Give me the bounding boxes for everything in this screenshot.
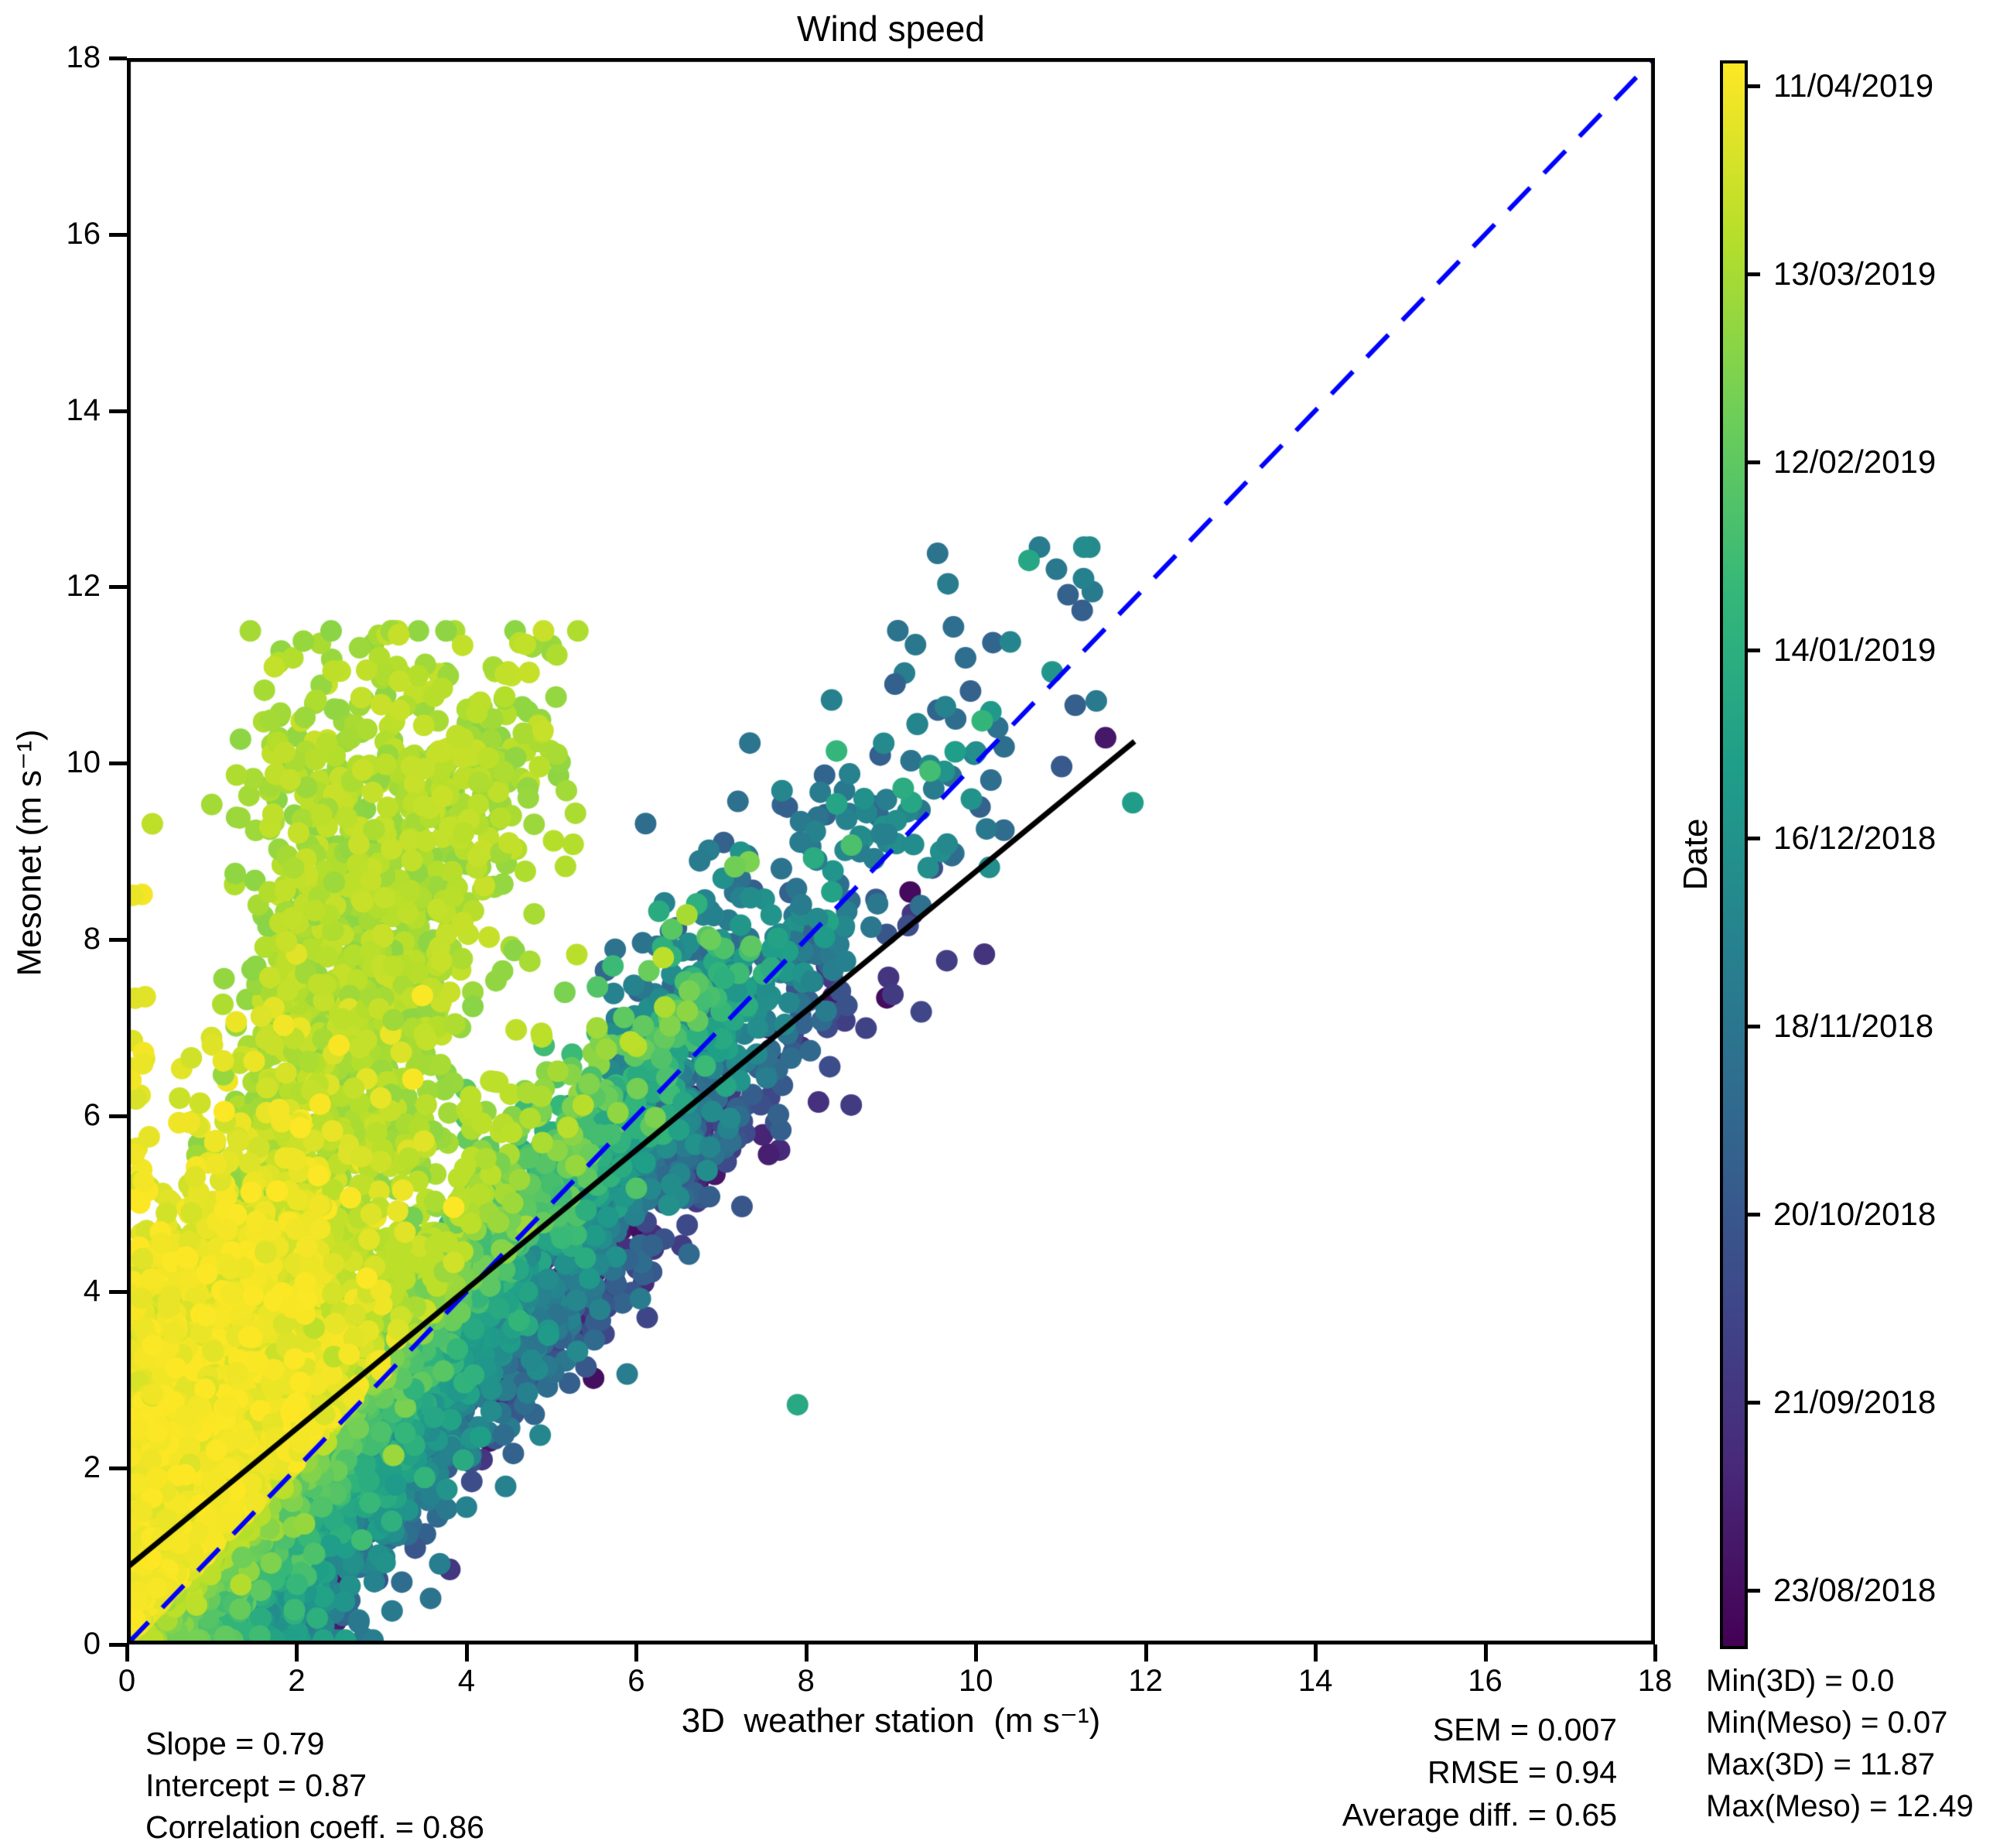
colorbar-tick-label: 21/09/2018 xyxy=(1773,1383,1937,1420)
colorbar-tick-label: 16/12/2018 xyxy=(1773,819,1937,856)
colorbar-label-date: Date xyxy=(1677,818,1715,891)
y-tick xyxy=(109,56,127,60)
colorbar-tick-label: 13/03/2019 xyxy=(1773,255,1937,293)
x-tick-label: 10 xyxy=(958,1664,993,1698)
colorbar-tick-label: 23/08/2018 xyxy=(1773,1571,1937,1608)
y-tick xyxy=(109,1466,127,1471)
x-tick-label: 14 xyxy=(1297,1664,1333,1698)
x-tick-label: 2 xyxy=(288,1664,306,1698)
x-tick-label: 4 xyxy=(457,1664,475,1698)
y-tick xyxy=(109,761,127,766)
stat-line: Max(Meso) = 12.49 xyxy=(1706,1789,1974,1823)
x-tick-label: 12 xyxy=(1128,1664,1163,1698)
x-tick-label: 0 xyxy=(118,1664,136,1698)
colorbar-tick xyxy=(1747,1588,1760,1593)
colorbar-stats: Min(3D) = 0.0 Min(Meso) = 0.07 Max(3D) = 1… xyxy=(1706,1660,1974,1827)
y-tick xyxy=(109,409,127,413)
y-tick xyxy=(109,1290,127,1295)
colorbar-tick xyxy=(1747,84,1760,89)
stat-line: Min(3D) = 0.0 xyxy=(1706,1664,1895,1698)
stats-bottom-right: SEM = 0.007 RMSE = 0.94 Average diff. = 0.… xyxy=(1083,1709,1617,1836)
y-tick xyxy=(109,1114,127,1118)
x-tick xyxy=(295,1644,299,1661)
colorbar-gradient xyxy=(1723,63,1745,1646)
y-tick-label: 8 xyxy=(83,921,101,956)
scatter-canvas xyxy=(127,58,1655,1644)
y-tick-label: 14 xyxy=(66,392,101,427)
colorbar-tick xyxy=(1747,648,1760,652)
x-tick xyxy=(974,1644,979,1661)
x-tick xyxy=(634,1644,639,1661)
stat-line: Max(3D) = 11.87 xyxy=(1706,1747,1936,1781)
y-tick-label: 10 xyxy=(66,745,101,780)
stats-bottom-left: Slope = 0.79 Intercept = 0.87 Correlation … xyxy=(145,1723,484,1848)
colorbar-tick xyxy=(1747,272,1760,277)
y-tick xyxy=(109,1643,127,1647)
x-axis-label: 3D weather station (m s⁻¹) xyxy=(681,1702,1101,1740)
stat-line: Average diff. = 0.65 xyxy=(1342,1797,1617,1833)
x-tick xyxy=(804,1644,809,1661)
x-tick xyxy=(1483,1644,1488,1661)
y-tick-label: 12 xyxy=(66,569,101,604)
x-tick-label: 6 xyxy=(627,1664,645,1698)
stat-line: Slope = 0.79 xyxy=(145,1726,325,1761)
y-tick xyxy=(109,585,127,590)
y-axis-label: Mesonet (m s⁻¹) xyxy=(10,729,49,977)
x-tick xyxy=(1653,1644,1657,1661)
colorbar-tick-label: 14/01/2019 xyxy=(1773,631,1937,668)
colorbar-tick-label: 12/02/2019 xyxy=(1773,443,1937,480)
colorbar-tick xyxy=(1747,1212,1760,1217)
colorbar-tick-label: 11/04/2019 xyxy=(1773,67,1934,104)
x-tick xyxy=(464,1644,469,1661)
colorbar-tick xyxy=(1747,836,1760,840)
stat-line: SEM = 0.007 xyxy=(1432,1712,1617,1747)
y-tick xyxy=(109,232,127,237)
y-tick xyxy=(109,937,127,942)
y-tick-label: 2 xyxy=(83,1450,101,1485)
stat-line: Intercept = 0.87 xyxy=(145,1768,368,1803)
colorbar-tick-label: 18/11/2018 xyxy=(1773,1007,1934,1044)
stat-line: Correlation coeff. = 0.86 xyxy=(145,1809,484,1845)
stat-line: RMSE = 0.94 xyxy=(1427,1754,1617,1790)
y-tick-label: 0 xyxy=(83,1627,101,1661)
y-tick-label: 16 xyxy=(66,216,101,251)
x-tick xyxy=(1144,1644,1148,1661)
plot-area xyxy=(127,58,1655,1644)
y-tick-label: 4 xyxy=(83,1274,101,1309)
stat-line: Min(Meso) = 0.07 xyxy=(1706,1706,1948,1740)
y-tick-label: 6 xyxy=(83,1097,101,1132)
x-tick xyxy=(125,1644,129,1661)
colorbar-tick xyxy=(1747,1024,1760,1028)
x-tick-label: 8 xyxy=(797,1664,815,1698)
colorbar-tick-label: 20/10/2018 xyxy=(1773,1195,1937,1232)
x-tick xyxy=(1314,1644,1318,1661)
x-tick-label: 18 xyxy=(1637,1664,1673,1698)
y-tick-label: 18 xyxy=(66,40,101,74)
colorbar-tick xyxy=(1747,460,1760,464)
chart-title: Wind speed xyxy=(797,9,985,49)
colorbar xyxy=(1720,60,1748,1649)
x-tick-label: 16 xyxy=(1468,1664,1503,1698)
colorbar-tick xyxy=(1747,1400,1760,1405)
